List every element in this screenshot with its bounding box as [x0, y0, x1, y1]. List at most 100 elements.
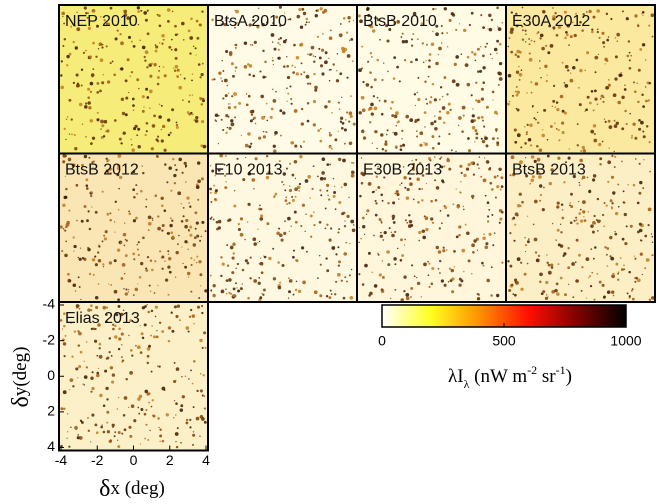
source-dot [620, 160, 623, 163]
source-dot [459, 191, 461, 193]
source-dot [373, 234, 375, 237]
source-dot [62, 203, 66, 208]
source-dot [62, 160, 66, 164]
source-dot [226, 264, 230, 267]
source-dot [98, 342, 102, 346]
source-dot [236, 21, 238, 24]
source-dot [286, 203, 289, 206]
source-dot [633, 81, 635, 84]
source-dot [78, 307, 81, 310]
source-dot [466, 55, 470, 59]
source-dot [498, 167, 502, 172]
source-dot [176, 68, 180, 72]
source-dot [63, 355, 66, 358]
source-dot [199, 76, 202, 79]
source-dot [189, 205, 192, 208]
source-dot [629, 224, 633, 228]
source-dot [114, 231, 116, 233]
source-dot [314, 85, 318, 90]
x-axis-text: x (deg) [110, 478, 164, 499]
source-dot [140, 332, 144, 336]
source-dot [521, 25, 524, 28]
source-dot [428, 100, 432, 104]
source-dot [435, 245, 440, 250]
source-dot [351, 60, 354, 63]
source-dot [474, 59, 477, 62]
source-dot [440, 165, 444, 169]
source-dot [498, 61, 503, 66]
source-dot [88, 156, 91, 159]
source-dot [632, 183, 636, 187]
source-dot [230, 119, 234, 123]
source-dot [365, 83, 370, 87]
source-dot [72, 236, 75, 239]
source-dot [550, 263, 554, 267]
source-dot [312, 165, 315, 168]
source-dot [450, 12, 454, 16]
source-dot [479, 45, 482, 48]
source-dot [154, 260, 157, 263]
source-dot [148, 344, 151, 348]
source-dot [477, 116, 481, 120]
source-dot [406, 187, 410, 192]
source-dot [511, 94, 515, 97]
source-dot [312, 55, 314, 57]
source-dot [606, 38, 610, 42]
source-dot [173, 379, 177, 384]
source-dot [494, 196, 497, 199]
source-dot [63, 38, 67, 41]
source-dot [368, 106, 373, 111]
source-dot [599, 220, 602, 222]
source-dot [306, 119, 310, 123]
source-dot [485, 105, 489, 109]
source-dot [167, 20, 170, 23]
source-dot [334, 293, 337, 296]
source-dot [441, 106, 446, 110]
source-dot [403, 244, 406, 246]
source-dot [440, 25, 443, 27]
source-dot [132, 104, 135, 107]
source-dot [302, 11, 307, 16]
source-dot [96, 91, 100, 94]
source-dot [623, 88, 627, 91]
source-dot [88, 227, 92, 231]
source-dot [170, 231, 174, 235]
source-dot [543, 186, 545, 189]
source-dot [564, 84, 569, 88]
source-dot [441, 179, 444, 183]
source-dot [305, 74, 310, 79]
source-dot [642, 187, 645, 190]
source-dot [343, 252, 347, 256]
panel-border [505, 152, 656, 303]
source-dot [171, 108, 175, 112]
source-dot [393, 21, 397, 25]
source-dot [560, 121, 565, 125]
source-dot [372, 95, 375, 98]
source-dot [214, 174, 216, 177]
source-dot [274, 130, 278, 135]
source-dot [560, 231, 563, 234]
panel-label: BtsA 2010 [214, 13, 287, 30]
source-dot [300, 122, 304, 126]
source-dot [160, 104, 163, 107]
source-dot [578, 184, 581, 187]
source-dot [425, 98, 427, 100]
source-dot [528, 43, 531, 46]
source-dot [282, 111, 286, 115]
source-dot [617, 100, 621, 105]
source-dot [592, 124, 597, 128]
source-dot [101, 190, 104, 193]
source-dot [158, 14, 161, 18]
source-dot [408, 177, 412, 180]
colorbar-tick-label: 1000 [610, 333, 641, 349]
source-dot [67, 157, 72, 162]
source-dot [198, 296, 201, 300]
source-dot [554, 12, 557, 15]
source-dot [343, 182, 348, 187]
source-dot [360, 171, 365, 176]
source-dot [387, 70, 389, 73]
source-dot [96, 111, 99, 114]
source-dot [106, 212, 110, 216]
source-dot [631, 134, 634, 137]
source-dot [470, 161, 474, 165]
